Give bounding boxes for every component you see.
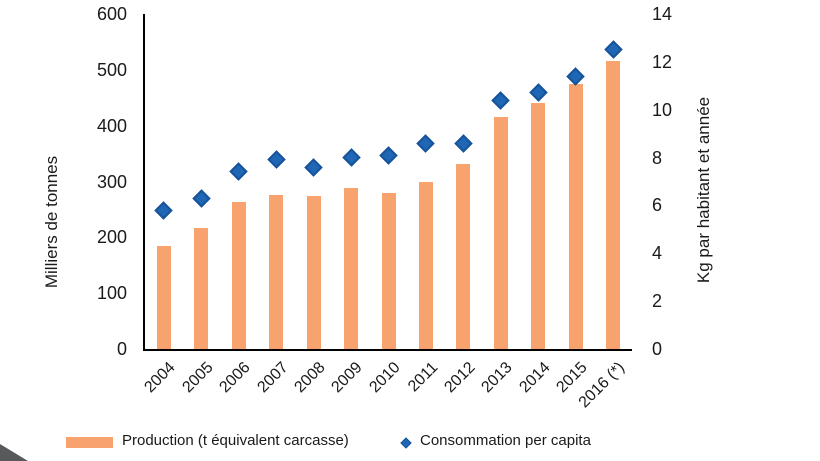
left-axis-tick-label: 600: [96, 4, 127, 24]
production-bar: [269, 194, 284, 349]
legend-scatter-label: Consommation per capita: [420, 432, 591, 449]
legend-diamond-icon: [400, 437, 412, 449]
consumption-diamond-marker: [604, 40, 623, 60]
consumption-diamond-marker: [266, 150, 286, 170]
production-bar: [194, 227, 209, 349]
plot-area: [143, 14, 632, 351]
consumption-diamond-marker: [341, 148, 361, 167]
production-bar: [156, 245, 171, 349]
right-axis-tick-label: 2: [652, 291, 663, 312]
left-axis-tick-label: 200: [96, 227, 127, 248]
consumption-diamond-marker: [566, 67, 585, 86]
left-axis-tick-label: 0: [116, 339, 127, 359]
consumption-diamond-marker: [229, 162, 248, 182]
left-axis-tick-label: 100: [96, 283, 127, 304]
right-axis-tick-label: 8: [652, 147, 663, 168]
consumption-diamond-marker: [191, 189, 211, 208]
left-axis-ticks: 0 100 200 300 400 500 600: [0, 0, 127, 461]
production-bar: [456, 164, 471, 349]
right-axis-tick-label: 6: [652, 195, 663, 216]
right-axis-tick-label: 4: [652, 243, 663, 264]
production-bar: [568, 84, 583, 349]
production-bar: [381, 193, 396, 349]
consumption-diamond-marker: [379, 145, 398, 165]
production-bar: [344, 187, 359, 349]
consumption-diamond-marker: [154, 201, 173, 220]
right-axis-tick-label: 12: [652, 51, 673, 72]
consumption-diamond-marker: [529, 83, 548, 103]
left-axis-tick-label: 300: [96, 171, 127, 192]
legend-bar-label: Production (t équivalent carcasse): [122, 432, 349, 449]
right-axis-ticks: 0 2 4 6 8 10 12 14: [652, 0, 712, 461]
left-axis-tick-label: 500: [96, 59, 127, 80]
production-bar: [606, 61, 621, 349]
right-axis-tick-label: 10: [652, 99, 673, 120]
right-axis-tick-label: 0: [652, 339, 663, 359]
page-corner-artifact: [0, 444, 28, 461]
left-axis-tick-label: 400: [96, 115, 127, 136]
consumption-diamond-marker: [304, 157, 323, 177]
consumption-diamond-marker: [491, 90, 511, 110]
production-bar: [493, 117, 508, 349]
legend-bar-swatch: [66, 437, 113, 448]
consumption-diamond-marker: [416, 134, 436, 153]
production-bar: [531, 102, 546, 349]
production-bar: [231, 202, 246, 349]
production-bar: [418, 181, 433, 349]
production-bar: [306, 196, 321, 349]
right-axis-tick-label: 14: [652, 4, 673, 24]
consumption-diamond-marker: [454, 134, 473, 153]
